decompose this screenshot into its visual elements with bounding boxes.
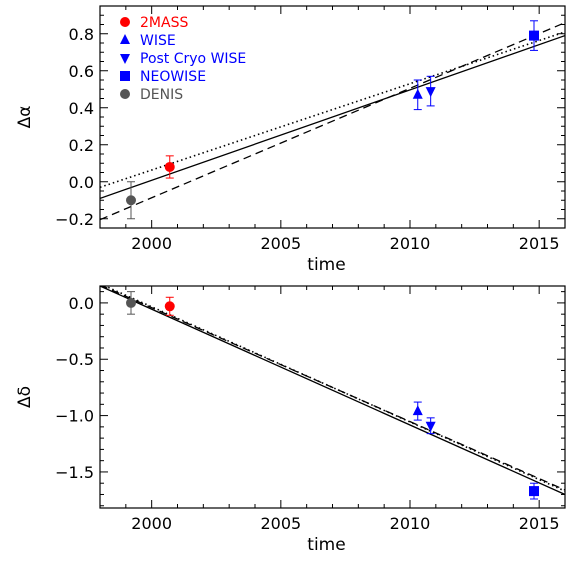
fit-line-dotted [103, 286, 565, 492]
x-axis-title: time [307, 535, 345, 555]
neowise-point [529, 30, 539, 41]
y-tick-label: 0.6 [69, 62, 94, 81]
neowise-legend-marker [120, 71, 130, 81]
x-tick-label: 2010 [390, 514, 431, 533]
plot-frame [99, 285, 566, 509]
post-cryo-wise-legend-marker [120, 54, 130, 64]
post-cryo-wise-point [425, 421, 436, 432]
x-tick-label: 2010 [390, 234, 431, 253]
legend-label-2mass: 2MASS [140, 15, 188, 31]
denis-point [126, 297, 136, 308]
y-tick-label: 0.0 [69, 294, 94, 313]
x-tick-label: 2015 [519, 234, 560, 253]
denis-point [126, 195, 136, 206]
post-cryo-wise-point [425, 87, 436, 98]
x-tick-label: 2005 [260, 514, 301, 533]
2mass-legend-marker [120, 17, 130, 27]
2mass-point [164, 161, 175, 172]
legend-label-neowise: NEOWISE [140, 69, 206, 85]
fit-line-solid [100, 34, 565, 200]
legend: 2MASS WISE Post Cryo WISE NEOWISE DENIS [120, 15, 246, 103]
y-tick-label: 0.0 [69, 173, 94, 192]
neowise-point [529, 486, 539, 497]
x-tick-label: 2000 [131, 514, 172, 533]
delta-delta-panel: 2000 2005 2010 2015 0.0 −0.5 −1.0 −1.5 time Δδ [15, 285, 566, 555]
x-tick-label: 2005 [260, 234, 301, 253]
denis-legend-marker [120, 89, 130, 99]
y-tick-label: 0.8 [69, 25, 94, 44]
legend-label-denis: DENIS [140, 87, 183, 103]
legend-label-post-cryo-wise: Post Cryo WISE [140, 51, 246, 67]
x-tick-label: 2015 [519, 514, 560, 533]
legend-label-wise: WISE [140, 33, 176, 49]
2mass-point [164, 301, 175, 312]
wise-point [412, 405, 423, 416]
y-tick-label: 0.4 [69, 99, 94, 118]
y-tick-label: −0.5 [55, 350, 94, 369]
x-axis-title: time [307, 255, 345, 275]
y-axis-title: Δδ [15, 386, 35, 408]
y-tick-label: −1.5 [55, 463, 94, 482]
x-tick-label: 2000 [131, 234, 172, 253]
y-axis-title: Δα [15, 106, 35, 129]
delta-alpha-panel: 2000 2005 2010 2015 −0.2 0.0 0.2 0.4 0.6 0.8 time Δ… [15, 5, 566, 275]
fit-line-solid [100, 286, 565, 496]
wise-legend-marker [120, 34, 130, 44]
y-tick-label: −1.0 [55, 407, 94, 426]
y-tick-label: −0.2 [55, 210, 94, 229]
fit-line-dashed [100, 22, 565, 221]
y-tick-label: 0.2 [69, 136, 94, 155]
fit-line-dotted [100, 31, 565, 189]
wise-point [412, 88, 423, 99]
